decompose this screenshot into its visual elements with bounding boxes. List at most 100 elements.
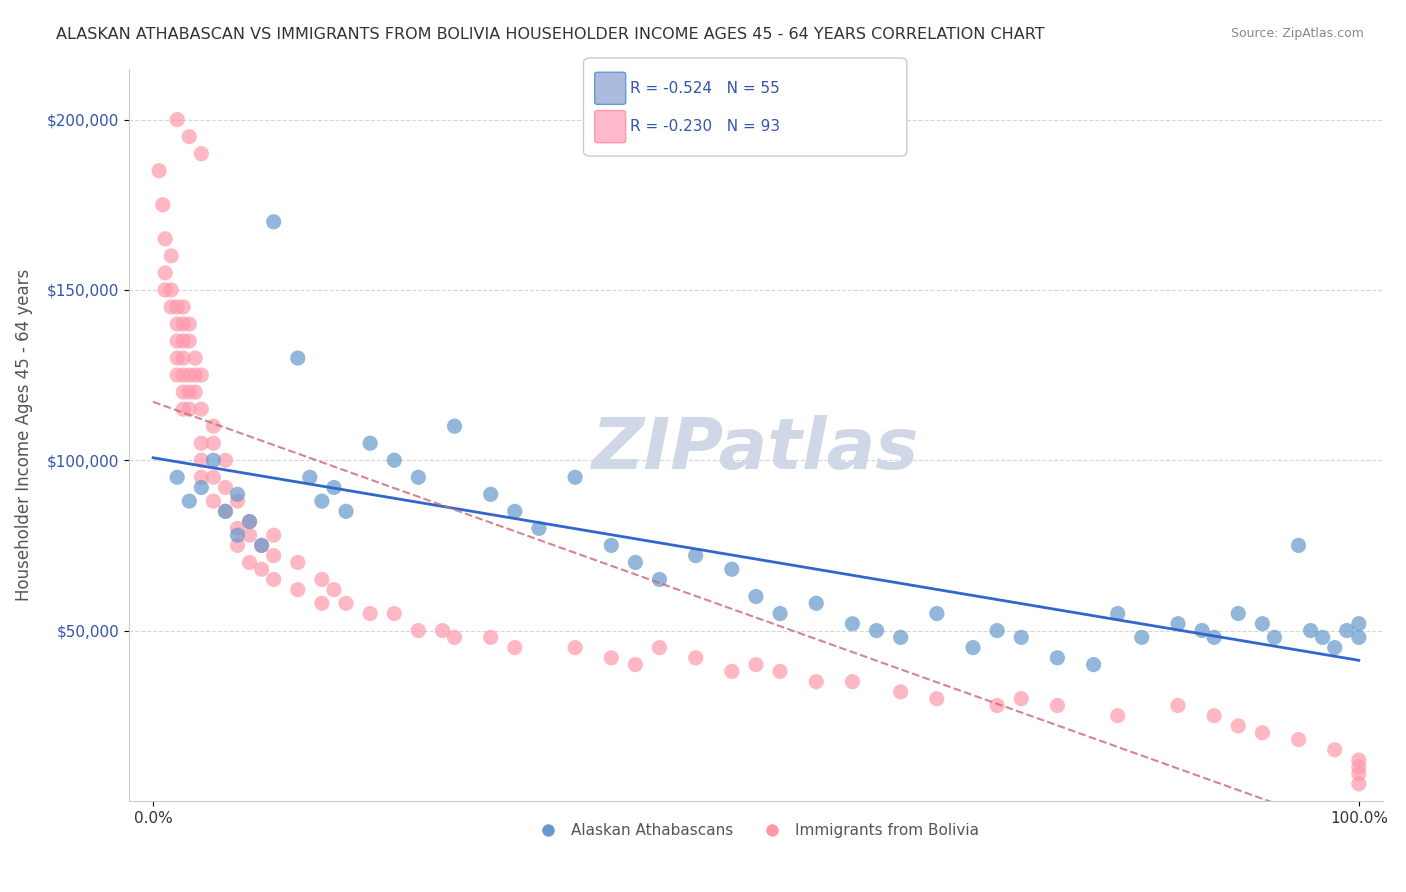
- Point: [287, 556, 309, 570]
- Point: [263, 573, 285, 587]
- Point: [1167, 698, 1189, 713]
- Point: [298, 470, 321, 484]
- Point: [287, 582, 309, 597]
- Point: [890, 685, 912, 699]
- Point: [1347, 616, 1369, 631]
- Point: [166, 112, 188, 127]
- Point: [443, 419, 465, 434]
- Point: [359, 436, 381, 450]
- Point: [179, 494, 201, 508]
- Point: [184, 385, 207, 400]
- Point: [238, 515, 260, 529]
- Point: [190, 146, 212, 161]
- Point: [479, 631, 502, 645]
- Point: [1347, 631, 1369, 645]
- Point: [172, 334, 194, 348]
- Point: [148, 163, 170, 178]
- Point: [685, 650, 707, 665]
- Point: [226, 494, 249, 508]
- Point: [1191, 624, 1213, 638]
- Point: [1107, 708, 1129, 723]
- Point: [214, 453, 236, 467]
- Point: [721, 562, 744, 576]
- Point: [311, 573, 333, 587]
- Point: [925, 691, 948, 706]
- Point: [238, 528, 260, 542]
- Point: [479, 487, 502, 501]
- Point: [564, 640, 586, 655]
- Point: [202, 470, 225, 484]
- Point: [311, 596, 333, 610]
- Point: [166, 368, 188, 383]
- Point: [238, 515, 260, 529]
- Point: [184, 351, 207, 365]
- Point: [190, 470, 212, 484]
- Point: [202, 453, 225, 467]
- Point: [214, 504, 236, 518]
- Point: [166, 470, 188, 484]
- Point: [190, 402, 212, 417]
- Point: [179, 129, 201, 144]
- Point: [890, 631, 912, 645]
- Point: [153, 283, 176, 297]
- Point: [1204, 708, 1226, 723]
- Text: Source: ZipAtlas.com: Source: ZipAtlas.com: [1230, 27, 1364, 40]
- Point: [311, 494, 333, 508]
- Point: [1251, 616, 1274, 631]
- Text: ZIPatlas: ZIPatlas: [592, 415, 920, 483]
- Point: [263, 215, 285, 229]
- Point: [925, 607, 948, 621]
- Point: [190, 453, 212, 467]
- Point: [745, 657, 768, 672]
- Point: [986, 624, 1008, 638]
- Point: [841, 616, 863, 631]
- Point: [1347, 760, 1369, 774]
- Point: [1046, 650, 1069, 665]
- Point: [432, 624, 454, 638]
- Point: [166, 351, 188, 365]
- Point: [769, 665, 792, 679]
- Point: [226, 538, 249, 552]
- Point: [1347, 766, 1369, 780]
- Point: [1347, 777, 1369, 791]
- Point: [153, 232, 176, 246]
- Point: [172, 317, 194, 331]
- Point: [1336, 624, 1358, 638]
- Point: [1010, 631, 1032, 645]
- Point: [190, 368, 212, 383]
- Point: [190, 481, 212, 495]
- Point: [1312, 631, 1334, 645]
- Point: [769, 607, 792, 621]
- Point: [250, 538, 273, 552]
- Point: [1046, 698, 1069, 713]
- Point: [166, 317, 188, 331]
- Point: [1288, 538, 1310, 552]
- Point: [335, 504, 357, 518]
- Point: [172, 402, 194, 417]
- Point: [263, 528, 285, 542]
- Point: [624, 657, 647, 672]
- Point: [806, 596, 828, 610]
- Point: [1227, 719, 1250, 733]
- Point: [1083, 657, 1105, 672]
- Point: [564, 470, 586, 484]
- Point: [179, 317, 201, 331]
- Point: [408, 624, 430, 638]
- Point: [382, 607, 405, 621]
- Point: [323, 481, 346, 495]
- Point: [335, 596, 357, 610]
- Point: [648, 573, 671, 587]
- Point: [323, 582, 346, 597]
- Point: [238, 556, 260, 570]
- Point: [172, 368, 194, 383]
- Legend: Alaskan Athabascans, Immigrants from Bolivia: Alaskan Athabascans, Immigrants from Bol…: [527, 817, 984, 845]
- Point: [503, 504, 526, 518]
- Point: [179, 402, 201, 417]
- Point: [600, 538, 623, 552]
- Point: [962, 640, 984, 655]
- Point: [202, 494, 225, 508]
- Point: [287, 351, 309, 365]
- Point: [172, 300, 194, 314]
- Point: [527, 521, 550, 535]
- Point: [152, 198, 174, 212]
